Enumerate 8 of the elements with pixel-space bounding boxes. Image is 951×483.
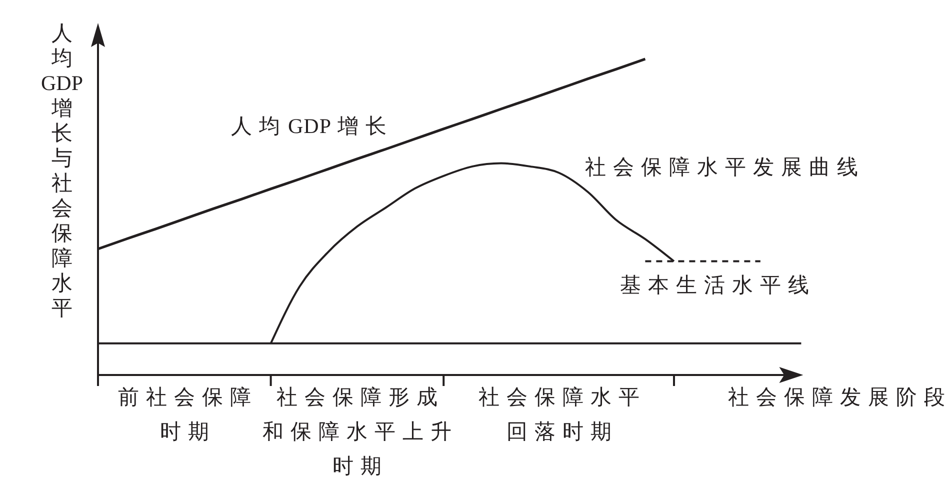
x-tick-label: 社会保障形成和保障水平上升时期 bbox=[262, 385, 459, 478]
legend-label: 人均GDP增长 bbox=[40, 21, 84, 145]
x-tick-label: 前社会保障时期 bbox=[118, 385, 258, 444]
x-axis-title: 社会保障发展阶段 bbox=[728, 385, 951, 409]
text: 社会保障水平发展曲线 bbox=[585, 155, 865, 179]
series-label: 基本生活水平线 bbox=[620, 273, 816, 297]
x-tick-label: 社会保障水平回落时期 bbox=[478, 385, 646, 444]
text: 与社会保障水平 bbox=[52, 146, 72, 320]
